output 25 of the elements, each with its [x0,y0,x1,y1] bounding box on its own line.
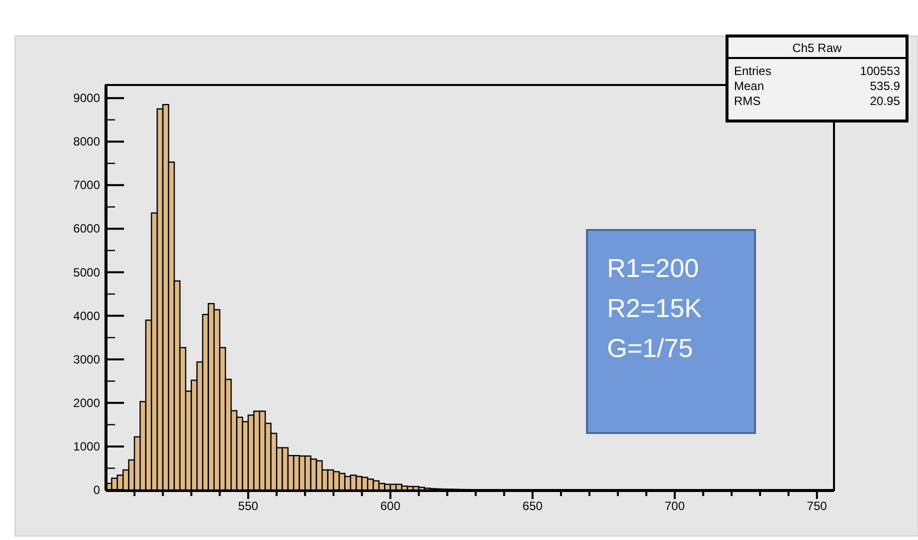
x-tick-label: 600 [380,499,401,513]
annotation: Mean [734,79,764,93]
y-tick-label: 7000 [73,178,100,192]
text: 20.95 [870,94,900,108]
text: 535.9 [870,79,900,93]
y-tick-label: 4000 [73,308,100,323]
y-tick-label: 9000 [73,91,100,106]
y-tick-label: 6000 [73,222,100,236]
y-tick-label: 0 [93,483,100,497]
annotation: G=1/75 [607,333,694,363]
x-tick-label: 700 [664,499,686,513]
annotation: R1=200 [607,253,699,283]
y-tick-label: 1000 [73,439,100,454]
x-tick-label: 750 [806,499,828,513]
chart-title: Ch5 Raw [792,41,842,55]
x-tick-label: 550 [238,499,259,513]
annotation: R2=15K [607,293,702,323]
y-tick-label: 2000 [73,396,100,410]
y-tick-label: 5000 [73,265,100,280]
y-tick-label: 8000 [73,134,100,149]
x-tick-label: 650 [522,499,543,513]
y-tick-label: 3000 [73,352,100,366]
annotation: RMS [734,94,761,108]
text: 100553 [860,64,900,78]
text: Entries [734,64,772,78]
